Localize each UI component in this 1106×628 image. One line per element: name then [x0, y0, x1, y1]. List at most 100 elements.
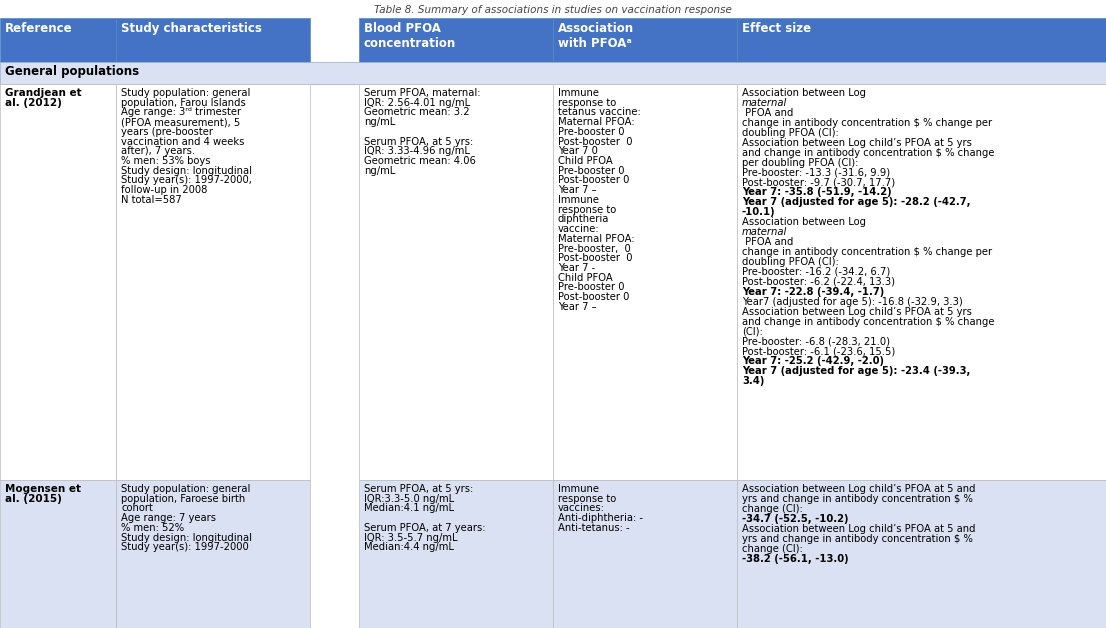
Text: IQR: 3.33-4.96 ng/mL: IQR: 3.33-4.96 ng/mL: [364, 146, 470, 156]
Text: Study design: longitudinal: Study design: longitudinal: [121, 166, 252, 176]
Text: Serum PFOA, at 5 yrs:: Serum PFOA, at 5 yrs:: [364, 484, 473, 494]
Text: yrs and change in antibody concentration $ %: yrs and change in antibody concentration…: [742, 534, 973, 544]
Text: change (CI):: change (CI):: [742, 544, 806, 554]
Text: Child PFOA: Child PFOA: [559, 156, 613, 166]
Bar: [553, 18, 737, 62]
Text: Pre-booster: -6.8 (-28.3, 21.0): Pre-booster: -6.8 (-28.3, 21.0): [742, 337, 890, 347]
Text: Effect size: Effect size: [742, 22, 811, 35]
Text: Maternal PFOA:: Maternal PFOA:: [559, 234, 635, 244]
Text: years (pre-booster: years (pre-booster: [121, 127, 213, 137]
Text: 3.4): 3.4): [742, 376, 764, 386]
Text: Reference: Reference: [6, 22, 73, 35]
Text: Maternal PFOA:: Maternal PFOA:: [559, 117, 635, 127]
Bar: [116, 480, 310, 628]
Text: Study population: general: Study population: general: [121, 88, 250, 98]
Bar: [553, 480, 737, 628]
Text: ng/mL: ng/mL: [364, 166, 395, 176]
Bar: [116, 18, 310, 62]
Text: Year7 (adjusted for age 5): -16.8 (-32.9, 3.3): Year7 (adjusted for age 5): -16.8 (-32.9…: [742, 296, 962, 306]
Text: yrs and change in antibody concentration $ %: yrs and change in antibody concentration…: [742, 494, 973, 504]
Bar: [359, 84, 553, 480]
Text: Post-booster: -6.2 (-22.4, 13.3): Post-booster: -6.2 (-22.4, 13.3): [742, 277, 895, 287]
Text: Post-booster  0: Post-booster 0: [559, 253, 633, 263]
Text: % men: 52%: % men: 52%: [121, 523, 184, 533]
Text: Association between Log: Association between Log: [742, 217, 869, 227]
Text: Pre-booster: -16.2 (-34.2, 6.7): Pre-booster: -16.2 (-34.2, 6.7): [742, 267, 890, 277]
Text: Post-booster: -6.1 (-23.6, 15.5): Post-booster: -6.1 (-23.6, 15.5): [742, 346, 895, 356]
Text: Year 7 (adjusted for age 5): -28.2 (-42.7,: Year 7 (adjusted for age 5): -28.2 (-42.…: [742, 197, 970, 207]
Text: diphtheria: diphtheria: [559, 214, 609, 224]
Text: -38.2 (-56.1, -13.0): -38.2 (-56.1, -13.0): [742, 553, 848, 563]
Text: Post-booster: -9.7 (-30.7, 17.7): Post-booster: -9.7 (-30.7, 17.7): [742, 178, 895, 187]
Text: Year 7 (adjusted for age 5): -23.4 (-39.3,: Year 7 (adjusted for age 5): -23.4 (-39.…: [742, 366, 970, 376]
Text: Anti-tetanus: -: Anti-tetanus: -: [559, 523, 629, 533]
Text: General populations: General populations: [6, 65, 139, 78]
Text: Study population: general: Study population: general: [121, 484, 250, 494]
Bar: [737, 84, 1106, 480]
Text: Mogensen et: Mogensen et: [6, 484, 81, 494]
Bar: [0, 18, 116, 62]
Text: Year 7: -22.8 (-39.4, -1.7): Year 7: -22.8 (-39.4, -1.7): [742, 287, 885, 296]
Text: Association between Log child’s PFOA at 5 yrs: Association between Log child’s PFOA at …: [742, 306, 972, 317]
Text: Immune: Immune: [559, 88, 599, 98]
Text: and change in antibody concentration $ % change: and change in antibody concentration $ %…: [742, 317, 994, 327]
Text: al. (2012): al. (2012): [6, 98, 62, 108]
Text: Year 7 –: Year 7 –: [559, 302, 596, 312]
Bar: [553, 84, 737, 480]
Bar: [737, 18, 1106, 62]
Bar: [0, 84, 116, 480]
Text: Grandjean et: Grandjean et: [6, 88, 82, 98]
Text: Anti-diphtheria: -: Anti-diphtheria: -: [559, 513, 643, 523]
Text: Pre-booster,  0: Pre-booster, 0: [559, 244, 630, 254]
Text: Year 7: -25.2 (-42.9, -2.0): Year 7: -25.2 (-42.9, -2.0): [742, 356, 884, 366]
Text: Median:4.4 ng/mL: Median:4.4 ng/mL: [364, 543, 453, 552]
Text: vaccination and 4 weeks: vaccination and 4 weeks: [121, 137, 244, 146]
Text: IQR: 3.5-5.7 ng/mL: IQR: 3.5-5.7 ng/mL: [364, 533, 458, 543]
Text: Study year(s): 1997-2000,: Study year(s): 1997-2000,: [121, 175, 252, 185]
Text: Pre-booster: -13.3 (-31.6, 9.9): Pre-booster: -13.3 (-31.6, 9.9): [742, 168, 890, 178]
Text: change in antibody concentration $ % change per: change in antibody concentration $ % cha…: [742, 118, 992, 128]
Text: maternal: maternal: [742, 227, 787, 237]
Text: -10.1): -10.1): [742, 207, 775, 217]
Bar: [359, 480, 553, 628]
Text: Study year(s): 1997-2000: Study year(s): 1997-2000: [121, 543, 249, 552]
Text: Blood PFOA
concentration: Blood PFOA concentration: [364, 22, 457, 50]
Text: PFOA and: PFOA and: [742, 108, 793, 118]
Text: Pre-booster 0: Pre-booster 0: [559, 166, 625, 176]
Text: Association between Log child’s PFOA at 5 and: Association between Log child’s PFOA at …: [742, 524, 975, 534]
Text: after), 7 years.: after), 7 years.: [121, 146, 195, 156]
Text: Child PFOA: Child PFOA: [559, 273, 613, 283]
Text: Year 7 0: Year 7 0: [559, 146, 598, 156]
Text: response to: response to: [559, 494, 616, 504]
Text: Immune: Immune: [559, 484, 599, 494]
Bar: [359, 18, 553, 62]
Text: Geometric mean: 4.06: Geometric mean: 4.06: [364, 156, 476, 166]
Bar: [0, 480, 116, 628]
Text: -34.7 (-52.5, -10.2): -34.7 (-52.5, -10.2): [742, 514, 848, 524]
Text: tetanus vaccine:: tetanus vaccine:: [559, 107, 640, 117]
Text: (CI):: (CI):: [742, 327, 763, 337]
Text: Median:4.1 ng/mL: Median:4.1 ng/mL: [364, 504, 453, 514]
Text: N total=587: N total=587: [121, 195, 181, 205]
Text: Year 7: -35.8 (-51.9, -14.2): Year 7: -35.8 (-51.9, -14.2): [742, 187, 891, 197]
Text: doubling PFOA (CI):: doubling PFOA (CI):: [742, 127, 838, 138]
Text: response to: response to: [559, 205, 616, 215]
Text: vaccine:: vaccine:: [559, 224, 599, 234]
Text: Association between Log child’s PFOA at 5 yrs: Association between Log child’s PFOA at …: [742, 138, 972, 148]
Text: cohort: cohort: [121, 504, 153, 514]
Text: per doubling PFOA (CI):: per doubling PFOA (CI):: [742, 158, 858, 168]
Text: al. (2015): al. (2015): [6, 494, 62, 504]
Text: Pre-booster 0: Pre-booster 0: [559, 127, 625, 137]
Bar: [737, 480, 1106, 628]
Text: maternal: maternal: [742, 98, 787, 108]
Text: vaccines:: vaccines:: [559, 504, 605, 514]
Text: and change in antibody concentration $ % change: and change in antibody concentration $ %…: [742, 148, 994, 158]
Text: IQR:3.3-5.0 ng/mL: IQR:3.3-5.0 ng/mL: [364, 494, 455, 504]
Text: Study design: longitudinal: Study design: longitudinal: [121, 533, 252, 543]
Text: Serum PFOA, maternal:: Serum PFOA, maternal:: [364, 88, 480, 98]
Text: response to: response to: [559, 98, 616, 108]
Text: Post-booster 0: Post-booster 0: [559, 175, 629, 185]
Text: % men: 53% boys: % men: 53% boys: [121, 156, 210, 166]
Bar: [0, 62, 1106, 84]
Text: doubling PFOA (CI):: doubling PFOA (CI):: [742, 257, 838, 267]
